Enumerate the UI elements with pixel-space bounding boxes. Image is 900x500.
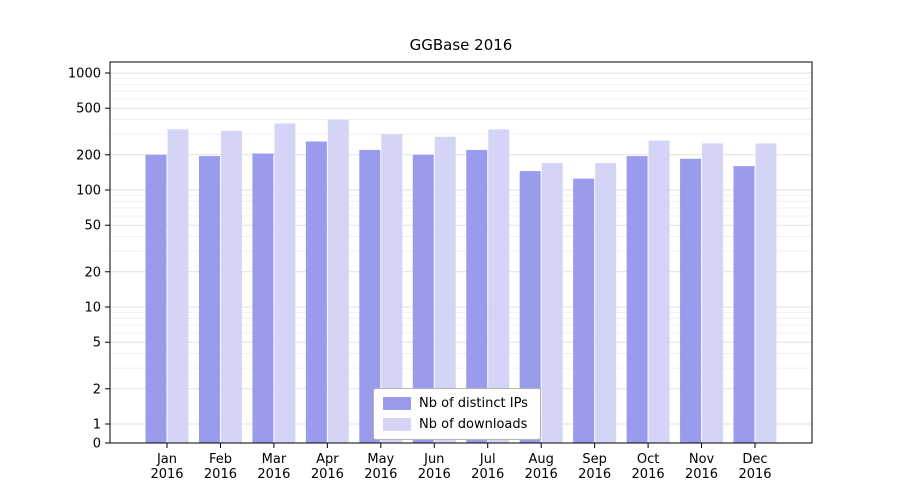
bar-nb-of-distinct-ips-nov-2016: [680, 158, 702, 443]
x-tick-label: 2016: [418, 467, 451, 482]
y-tick-label: 5: [93, 336, 101, 351]
x-tick-label: 2016: [257, 467, 290, 482]
y-tick-label: 0: [93, 437, 101, 452]
x-tick-label: 2016: [150, 467, 183, 482]
legend-entry-downloads: Nb of downloads: [383, 417, 528, 432]
x-tick-label: Jun: [423, 452, 444, 467]
bar-nb-of-downloads-oct-2016: [648, 140, 670, 444]
x-tick-label: Oct: [637, 452, 659, 467]
bar-nb-of-distinct-ips-feb-2016: [198, 156, 220, 443]
legend: Nb of distinct IPs Nb of downloads: [373, 388, 541, 440]
bar-nb-of-downloads-jan-2016: [167, 129, 189, 443]
x-tick-label: Nov: [689, 452, 715, 467]
bar-nb-of-downloads-sep-2016: [595, 163, 617, 443]
x-tick-label: 2016: [525, 467, 558, 482]
legend-swatch-downloads: [383, 418, 411, 431]
y-tick-label: 50: [84, 219, 101, 234]
bar-nb-of-downloads-jun-2016: [434, 136, 456, 444]
chart-title: GGBase 2016: [409, 36, 513, 54]
x-tick-label: 2016: [471, 467, 504, 482]
y-tick-label: 20: [84, 265, 101, 280]
x-tick-label: 2016: [578, 467, 611, 482]
y-tick-label: 1000: [68, 67, 101, 82]
x-tick-label: Jul: [479, 452, 496, 467]
bar-nb-of-downloads-nov-2016: [702, 143, 724, 443]
bar-nb-of-downloads-apr-2016: [327, 119, 349, 443]
bar-nb-of-distinct-ips-jul-2016: [466, 149, 488, 444]
legend-swatch-distinct-ips: [383, 397, 411, 410]
bar-nb-of-distinct-ips-dec-2016: [733, 166, 755, 443]
bar-nb-of-downloads-feb-2016: [220, 130, 242, 443]
x-tick-label: Apr: [316, 452, 339, 467]
y-tick-label: 500: [76, 102, 101, 117]
x-tick-label: Mar: [262, 452, 287, 467]
y-tick-label: 1: [93, 418, 101, 433]
legend-entry-distinct-ips: Nb of distinct IPs: [383, 396, 528, 411]
bar-nb-of-distinct-ips-jan-2016: [145, 154, 167, 444]
y-tick-label: 10: [84, 301, 101, 316]
bar-nb-of-distinct-ips-may-2016: [359, 149, 381, 444]
bar-nb-of-distinct-ips-oct-2016: [626, 156, 648, 443]
bar-nb-of-downloads-jul-2016: [488, 129, 510, 443]
bar-nb-of-distinct-ips-mar-2016: [252, 153, 274, 444]
bar-nb-of-downloads-dec-2016: [755, 143, 777, 443]
bar-nb-of-distinct-ips-apr-2016: [305, 141, 327, 443]
bar-nb-of-downloads-may-2016: [381, 134, 403, 443]
legend-label-distinct-ips: Nb of distinct IPs: [419, 396, 528, 411]
bar-nb-of-downloads-aug-2016: [541, 163, 563, 443]
legend-label-downloads: Nb of downloads: [419, 417, 528, 432]
bar-nb-of-distinct-ips-sep-2016: [573, 178, 595, 443]
x-tick-label: Feb: [209, 452, 232, 467]
x-tick-label: 2016: [685, 467, 718, 482]
x-tick-label: Sep: [582, 452, 607, 467]
x-tick-label: 2016: [204, 467, 237, 482]
bar-nb-of-distinct-ips-aug-2016: [519, 171, 541, 444]
x-tick-label: May: [367, 452, 394, 467]
bar-nb-of-distinct-ips-jun-2016: [412, 154, 434, 444]
x-tick-label: Aug: [528, 452, 553, 467]
y-tick-label: 200: [76, 148, 101, 163]
x-tick-label: 2016: [738, 467, 771, 482]
x-tick-label: 2016: [311, 467, 344, 482]
x-tick-label: Jan: [156, 452, 177, 467]
axes-frame: [109, 61, 813, 444]
x-tick-label: Dec: [742, 452, 767, 467]
x-tick-label: 2016: [364, 467, 397, 482]
y-tick-label: 100: [76, 184, 101, 199]
bar-nb-of-downloads-mar-2016: [274, 123, 296, 444]
y-tick-label: 2: [93, 382, 101, 397]
x-tick-label: 2016: [632, 467, 665, 482]
